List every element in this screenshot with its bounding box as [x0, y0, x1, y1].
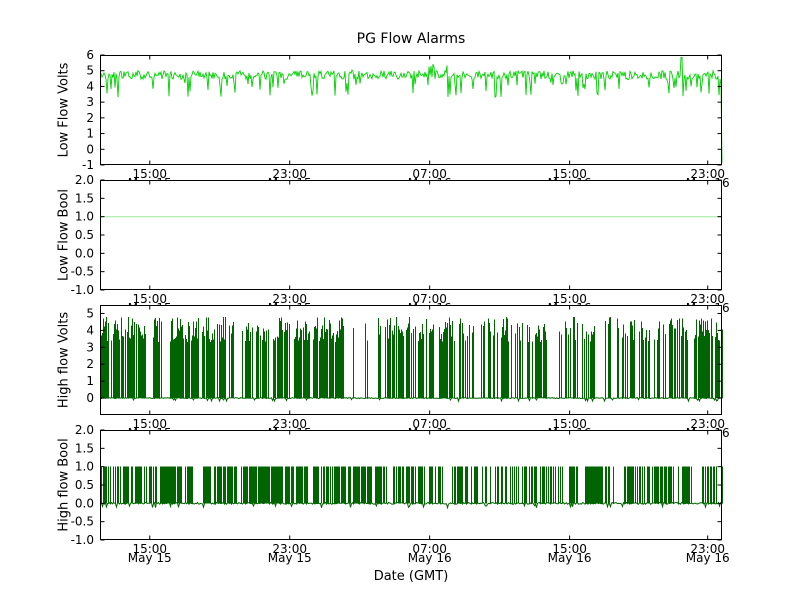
y-tick-label: 3: [86, 95, 94, 109]
y-tick-label: 5: [86, 306, 94, 320]
x-tick-label-time: 15:00: [552, 542, 587, 556]
x-tick-label-date: May 15: [128, 551, 172, 565]
x-tick-label-time: 15:00: [552, 292, 587, 306]
x-axis-label: Date (GMT): [373, 569, 449, 584]
y-tick-label: -1: [82, 158, 94, 172]
y-tick-label: 0: [86, 391, 94, 405]
y-tick-label: -0.5: [71, 265, 94, 279]
x-tick-label-time: 15:00: [132, 417, 167, 431]
y-tick-label: -1.0: [71, 283, 94, 297]
x-tick-label-time: 15:00: [132, 542, 167, 556]
x-tick-label-date: May 16: [548, 551, 592, 565]
y-tick-label: 0.5: [75, 478, 94, 492]
x-tick-label-time: 07:00: [412, 542, 447, 556]
series-low-flow-volts: [99, 56, 723, 163]
x-tick-label-time: 23:00: [690, 542, 725, 556]
axes-frame: [100, 305, 722, 415]
y-tick-label: 5: [86, 64, 94, 78]
y-tick-label: 0: [86, 142, 94, 156]
y-tick-label: 1.5: [75, 191, 94, 205]
x-tick-label-date: May 16: [408, 551, 452, 565]
y-tick-label: 1: [86, 374, 94, 388]
x-tick-label-time: 23:00: [272, 292, 307, 306]
x-tick-label-time: 07:00: [412, 167, 447, 181]
x-tick-label-time: 15:00: [552, 167, 587, 181]
y-tick-label: 2.0: [75, 423, 94, 437]
x-tick-label-time: 23:00: [272, 417, 307, 431]
y-axis-label-high-flow-bool: High flow Bool: [56, 438, 72, 532]
y-tick-label: 2: [86, 111, 94, 125]
y-axis-label-low-flow-bool: Low Flow Bool: [56, 189, 72, 281]
y-tick-label: 3: [86, 340, 94, 354]
x-tick-label-time: 23:00: [690, 292, 725, 306]
y-axis-label-low-flow-volts: Low Flow Volts: [56, 62, 72, 158]
x-tick-label-date: May 16: [686, 551, 730, 565]
y-axis-label-high-flow-volts: High flow Volts: [56, 311, 72, 409]
y-tick-label: 2.0: [75, 173, 94, 187]
y-tick-label: 1.5: [75, 441, 94, 455]
y-tick-label: 0.5: [75, 228, 94, 242]
x-tick-label-time: 23:00: [690, 417, 725, 431]
y-tick-label: 1.0: [75, 460, 94, 474]
y-tick-label: 0.0: [75, 496, 94, 510]
y-tick-label: 1.0: [75, 210, 94, 224]
y-tick-label: 2: [86, 357, 94, 371]
y-tick-label: 4: [86, 79, 94, 93]
y-tick-label: 1: [86, 127, 94, 141]
plot-background: [100, 180, 722, 290]
x-tick-label-time: 23:00: [690, 167, 725, 181]
x-tick-label-time: 15:00: [552, 417, 587, 431]
x-tick-label-time: 07:00: [412, 417, 447, 431]
y-tick-label: 4: [86, 323, 94, 337]
axes-frame: [100, 55, 722, 165]
chart-title: PG Flow Alarms: [356, 31, 466, 47]
x-tick-label-time: 07:00: [412, 292, 447, 306]
x-tick-label-time: 23:00: [272, 542, 307, 556]
y-tick-label: 0.0: [75, 246, 94, 260]
x-tick-label-date: May 15: [268, 551, 312, 565]
y-tick-label: -1.0: [71, 533, 94, 547]
x-tick-label-time: 15:00: [132, 292, 167, 306]
y-tick-label: -0.5: [71, 515, 94, 529]
y-tick-label: 6: [86, 48, 94, 62]
x-tick-label-time: 15:00: [132, 167, 167, 181]
x-tick-label-time: 23:00: [272, 167, 307, 181]
